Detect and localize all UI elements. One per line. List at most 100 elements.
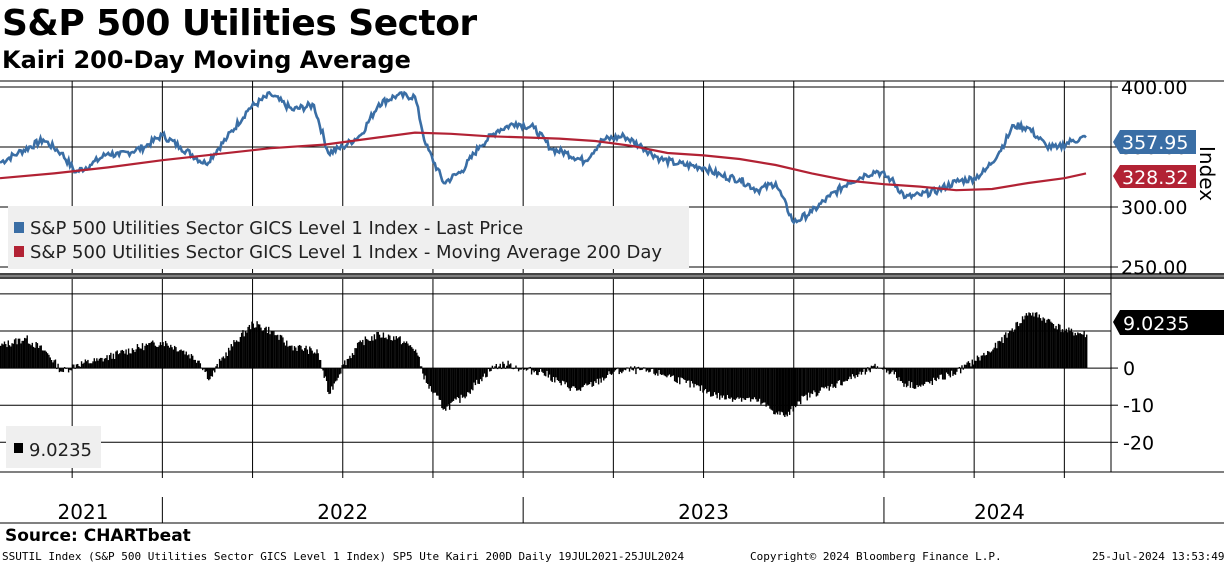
kairi-bar bbox=[197, 360, 199, 369]
kairi-bar bbox=[255, 327, 257, 369]
kairi-bar bbox=[539, 368, 542, 370]
kairi-bar bbox=[399, 336, 401, 369]
kairi-bar bbox=[751, 368, 753, 400]
kairi-bar bbox=[106, 355, 108, 369]
kairi-bar bbox=[833, 368, 836, 387]
kairi-bar bbox=[53, 360, 55, 369]
badge-kairi-value: 9.0235 bbox=[1123, 313, 1189, 335]
kairi-bar bbox=[138, 347, 140, 369]
kairi-bar bbox=[302, 350, 305, 369]
kairi-bar bbox=[139, 348, 141, 369]
kairi-bar bbox=[437, 368, 439, 396]
kairi-bar bbox=[116, 350, 118, 369]
kairi-bar bbox=[1055, 325, 1057, 369]
kairi-bar bbox=[1012, 331, 1015, 369]
kairi-bar bbox=[367, 339, 369, 369]
kairi-bar bbox=[684, 368, 686, 380]
kairi-bar bbox=[842, 368, 845, 382]
kairi-bar bbox=[662, 368, 664, 375]
kairi-bar bbox=[930, 368, 932, 381]
kairi-bar bbox=[623, 368, 626, 370]
kairi-bar bbox=[845, 368, 847, 381]
kairi-bar bbox=[642, 367, 645, 369]
kairi-bar bbox=[903, 368, 905, 387]
kairi-bar bbox=[746, 368, 748, 399]
kairi-bar bbox=[286, 340, 288, 369]
kairi-bar bbox=[6, 347, 8, 369]
kairi-bar bbox=[648, 368, 650, 373]
kairi-bar bbox=[145, 343, 148, 369]
kairi-bar bbox=[377, 332, 379, 369]
kairi-bar bbox=[875, 368, 877, 369]
kairi-bar bbox=[438, 368, 441, 400]
kairi-bar bbox=[1046, 319, 1048, 369]
kairi-bar bbox=[362, 339, 364, 369]
kairi-bar bbox=[836, 368, 838, 384]
kairi-bar bbox=[5, 344, 7, 369]
kairi-bar bbox=[556, 368, 559, 381]
kairi-bar bbox=[983, 352, 985, 369]
kairi-bar bbox=[469, 368, 471, 394]
kairi-bar bbox=[428, 368, 430, 389]
kairi-bar bbox=[506, 365, 508, 369]
kairi-bar bbox=[282, 337, 284, 369]
kairi-bar bbox=[386, 339, 388, 369]
kairi-bar bbox=[559, 368, 561, 383]
kairi-bar bbox=[67, 368, 70, 373]
kairi-bar bbox=[425, 368, 428, 383]
kairi-bar bbox=[820, 368, 823, 388]
kairi-bar bbox=[893, 368, 895, 375]
kairi-bar bbox=[790, 368, 792, 410]
kairi-bar bbox=[407, 343, 409, 369]
kairi-bar bbox=[934, 368, 936, 380]
kairi-bar bbox=[146, 345, 149, 369]
kairi-bar bbox=[969, 362, 971, 369]
kairi-bar bbox=[322, 368, 324, 371]
kairi-bar bbox=[490, 368, 492, 372]
kairi-bar bbox=[289, 345, 292, 369]
kairi-bar bbox=[405, 341, 408, 369]
kairi-bar bbox=[468, 368, 470, 393]
kairi-bar bbox=[712, 368, 714, 396]
kairi-bar bbox=[597, 368, 600, 385]
kairi-bar bbox=[319, 360, 322, 369]
kairi-bar bbox=[193, 359, 195, 369]
kairi-bar bbox=[347, 358, 350, 369]
kairi-bar bbox=[409, 345, 412, 369]
kairi-bar bbox=[794, 368, 797, 408]
kairi-bar bbox=[403, 341, 405, 369]
kairi-bar bbox=[214, 368, 216, 373]
kairi-bar bbox=[672, 368, 675, 376]
kairi-bar bbox=[411, 347, 413, 369]
kairi-bar bbox=[716, 368, 718, 399]
kairi-bar bbox=[1050, 321, 1052, 369]
kairi-bar bbox=[20, 343, 22, 369]
kairi-bar bbox=[54, 359, 57, 369]
kairi-bar bbox=[279, 334, 282, 369]
x-year-label: 2021 bbox=[58, 500, 109, 524]
kairi-bar bbox=[566, 368, 569, 388]
kairi-bar bbox=[807, 368, 810, 393]
kairi-bar bbox=[143, 350, 145, 369]
kairi-bar bbox=[729, 368, 731, 399]
kairi-bar bbox=[198, 360, 200, 369]
kairi-bar bbox=[117, 354, 120, 369]
kairi-bar bbox=[168, 347, 171, 369]
kairi-bar bbox=[30, 345, 32, 369]
kairi-bar bbox=[408, 345, 410, 369]
kairi-bar bbox=[225, 352, 227, 369]
kairi-bar bbox=[237, 341, 239, 369]
kairi-bar bbox=[456, 368, 459, 398]
kairi-bar bbox=[524, 368, 526, 370]
kairi-bar bbox=[824, 368, 827, 387]
kairi-bar bbox=[52, 362, 54, 369]
kairi-bar bbox=[666, 368, 668, 378]
kairi-bar bbox=[22, 340, 25, 369]
kairi-bar bbox=[101, 357, 103, 369]
kairi-bar bbox=[753, 368, 756, 398]
kairi-bar bbox=[778, 368, 780, 412]
kairi-bar bbox=[300, 345, 302, 369]
kairi-bar bbox=[940, 368, 943, 375]
kairi-bar bbox=[46, 353, 49, 369]
kairi-bar bbox=[442, 368, 444, 410]
